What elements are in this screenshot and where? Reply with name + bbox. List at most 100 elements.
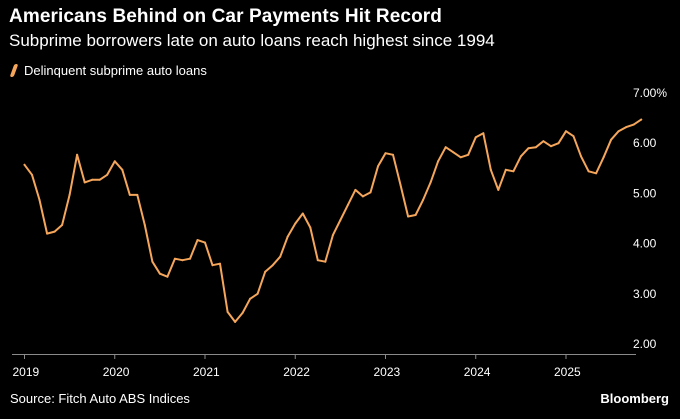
- data-point: [384, 152, 387, 155]
- data-point: [83, 181, 86, 184]
- data-point: [249, 297, 252, 300]
- data-point: [459, 156, 462, 159]
- data-point: [640, 118, 643, 121]
- x-tick-label: 2024: [464, 365, 491, 379]
- data-point: [572, 135, 575, 138]
- data-point: [226, 310, 229, 313]
- data-point: [565, 130, 567, 133]
- data-point: [38, 198, 41, 201]
- data-point: [113, 160, 116, 163]
- data-point: [324, 260, 327, 263]
- data-point: [437, 160, 440, 163]
- data-point: [294, 222, 297, 225]
- data-point: [241, 311, 244, 314]
- data-point: [151, 260, 154, 263]
- data-point: [354, 188, 357, 191]
- data-point: [482, 132, 485, 135]
- data-point: [512, 170, 515, 173]
- data-point: [264, 270, 267, 273]
- data-point: [497, 188, 500, 191]
- data-point: [61, 224, 64, 226]
- data-point: [68, 193, 71, 196]
- data-point: [399, 183, 402, 186]
- x-tick-label: 2020: [103, 365, 130, 379]
- data-point: [234, 320, 237, 323]
- bloomberg-logo: Bloomberg: [600, 391, 669, 406]
- y-tick-label: 7.00%: [633, 86, 667, 100]
- data-point: [407, 215, 410, 218]
- data-point: [617, 130, 620, 133]
- data-point: [625, 126, 628, 129]
- x-tick-label: 2021: [193, 365, 220, 379]
- data-point: [527, 147, 530, 150]
- data-point: [534, 146, 537, 149]
- y-tick-label: 6.00: [633, 136, 657, 150]
- data-point: [610, 138, 613, 141]
- x-tick-label: 2019: [13, 365, 40, 379]
- legend-label: Delinquent subprime auto loans: [24, 63, 207, 78]
- data-point: [632, 123, 635, 126]
- data-point: [489, 168, 492, 171]
- data-point: [309, 226, 312, 229]
- x-tick-label: 2025: [554, 365, 581, 379]
- data-point: [196, 239, 199, 242]
- data-point: [23, 163, 26, 166]
- chart-legend: Delinquent subprime auto loans: [9, 63, 207, 78]
- data-point: [467, 153, 470, 156]
- data-point: [346, 203, 349, 206]
- data-point: [602, 156, 605, 159]
- x-tick-label: 2023: [374, 365, 401, 379]
- data-point: [128, 193, 131, 196]
- data-point: [542, 140, 545, 143]
- data-point: [595, 172, 598, 175]
- data-point: [31, 173, 33, 176]
- data-point: [286, 235, 289, 238]
- series-line: [23, 118, 643, 323]
- data-point: [143, 224, 146, 226]
- chart-title: Americans Behind on Car Payments Hit Rec…: [9, 6, 442, 27]
- data-point: [204, 241, 206, 244]
- data-point: [331, 234, 334, 237]
- data-point: [580, 155, 582, 158]
- data-point: [181, 259, 184, 262]
- data-point: [377, 165, 379, 168]
- data-point: [136, 193, 139, 196]
- data-point: [429, 181, 432, 184]
- chart-subtitle: Subprime borrowers late on auto loans re…: [9, 31, 495, 50]
- data-point: [587, 170, 590, 173]
- data-point: [316, 259, 319, 262]
- data-point: [98, 178, 101, 181]
- data-point: [166, 275, 169, 278]
- data-point: [211, 264, 214, 267]
- y-tick-label: 5.00: [633, 186, 657, 200]
- y-tick-label: 2.00: [633, 337, 657, 351]
- y-tick-label: 4.00: [633, 237, 657, 251]
- data-point: [121, 168, 124, 171]
- source-note: Source: Fitch Auto ABS Indices: [10, 391, 190, 406]
- data-point: [271, 264, 274, 267]
- data-point: [474, 136, 477, 139]
- data-point: [219, 262, 221, 265]
- data-point: [339, 219, 342, 221]
- data-point: [76, 153, 79, 156]
- data-point: [504, 168, 507, 171]
- data-point: [301, 212, 304, 215]
- x-tick-label: 2022: [283, 365, 310, 379]
- data-point: [46, 232, 49, 235]
- data-point: [369, 191, 372, 194]
- data-point: [158, 272, 161, 275]
- data-point: [279, 255, 282, 258]
- data-point: [91, 178, 94, 181]
- data-point: [392, 153, 394, 156]
- data-point: [361, 195, 364, 198]
- data-point: [452, 151, 455, 154]
- data-point: [444, 146, 447, 149]
- data-point: [414, 214, 417, 216]
- data-point: [422, 198, 425, 201]
- data-point: [550, 145, 552, 148]
- y-tick-label: 3.00: [633, 287, 657, 301]
- data-point: [256, 292, 259, 295]
- data-point: [519, 155, 522, 158]
- data-point: [173, 257, 176, 260]
